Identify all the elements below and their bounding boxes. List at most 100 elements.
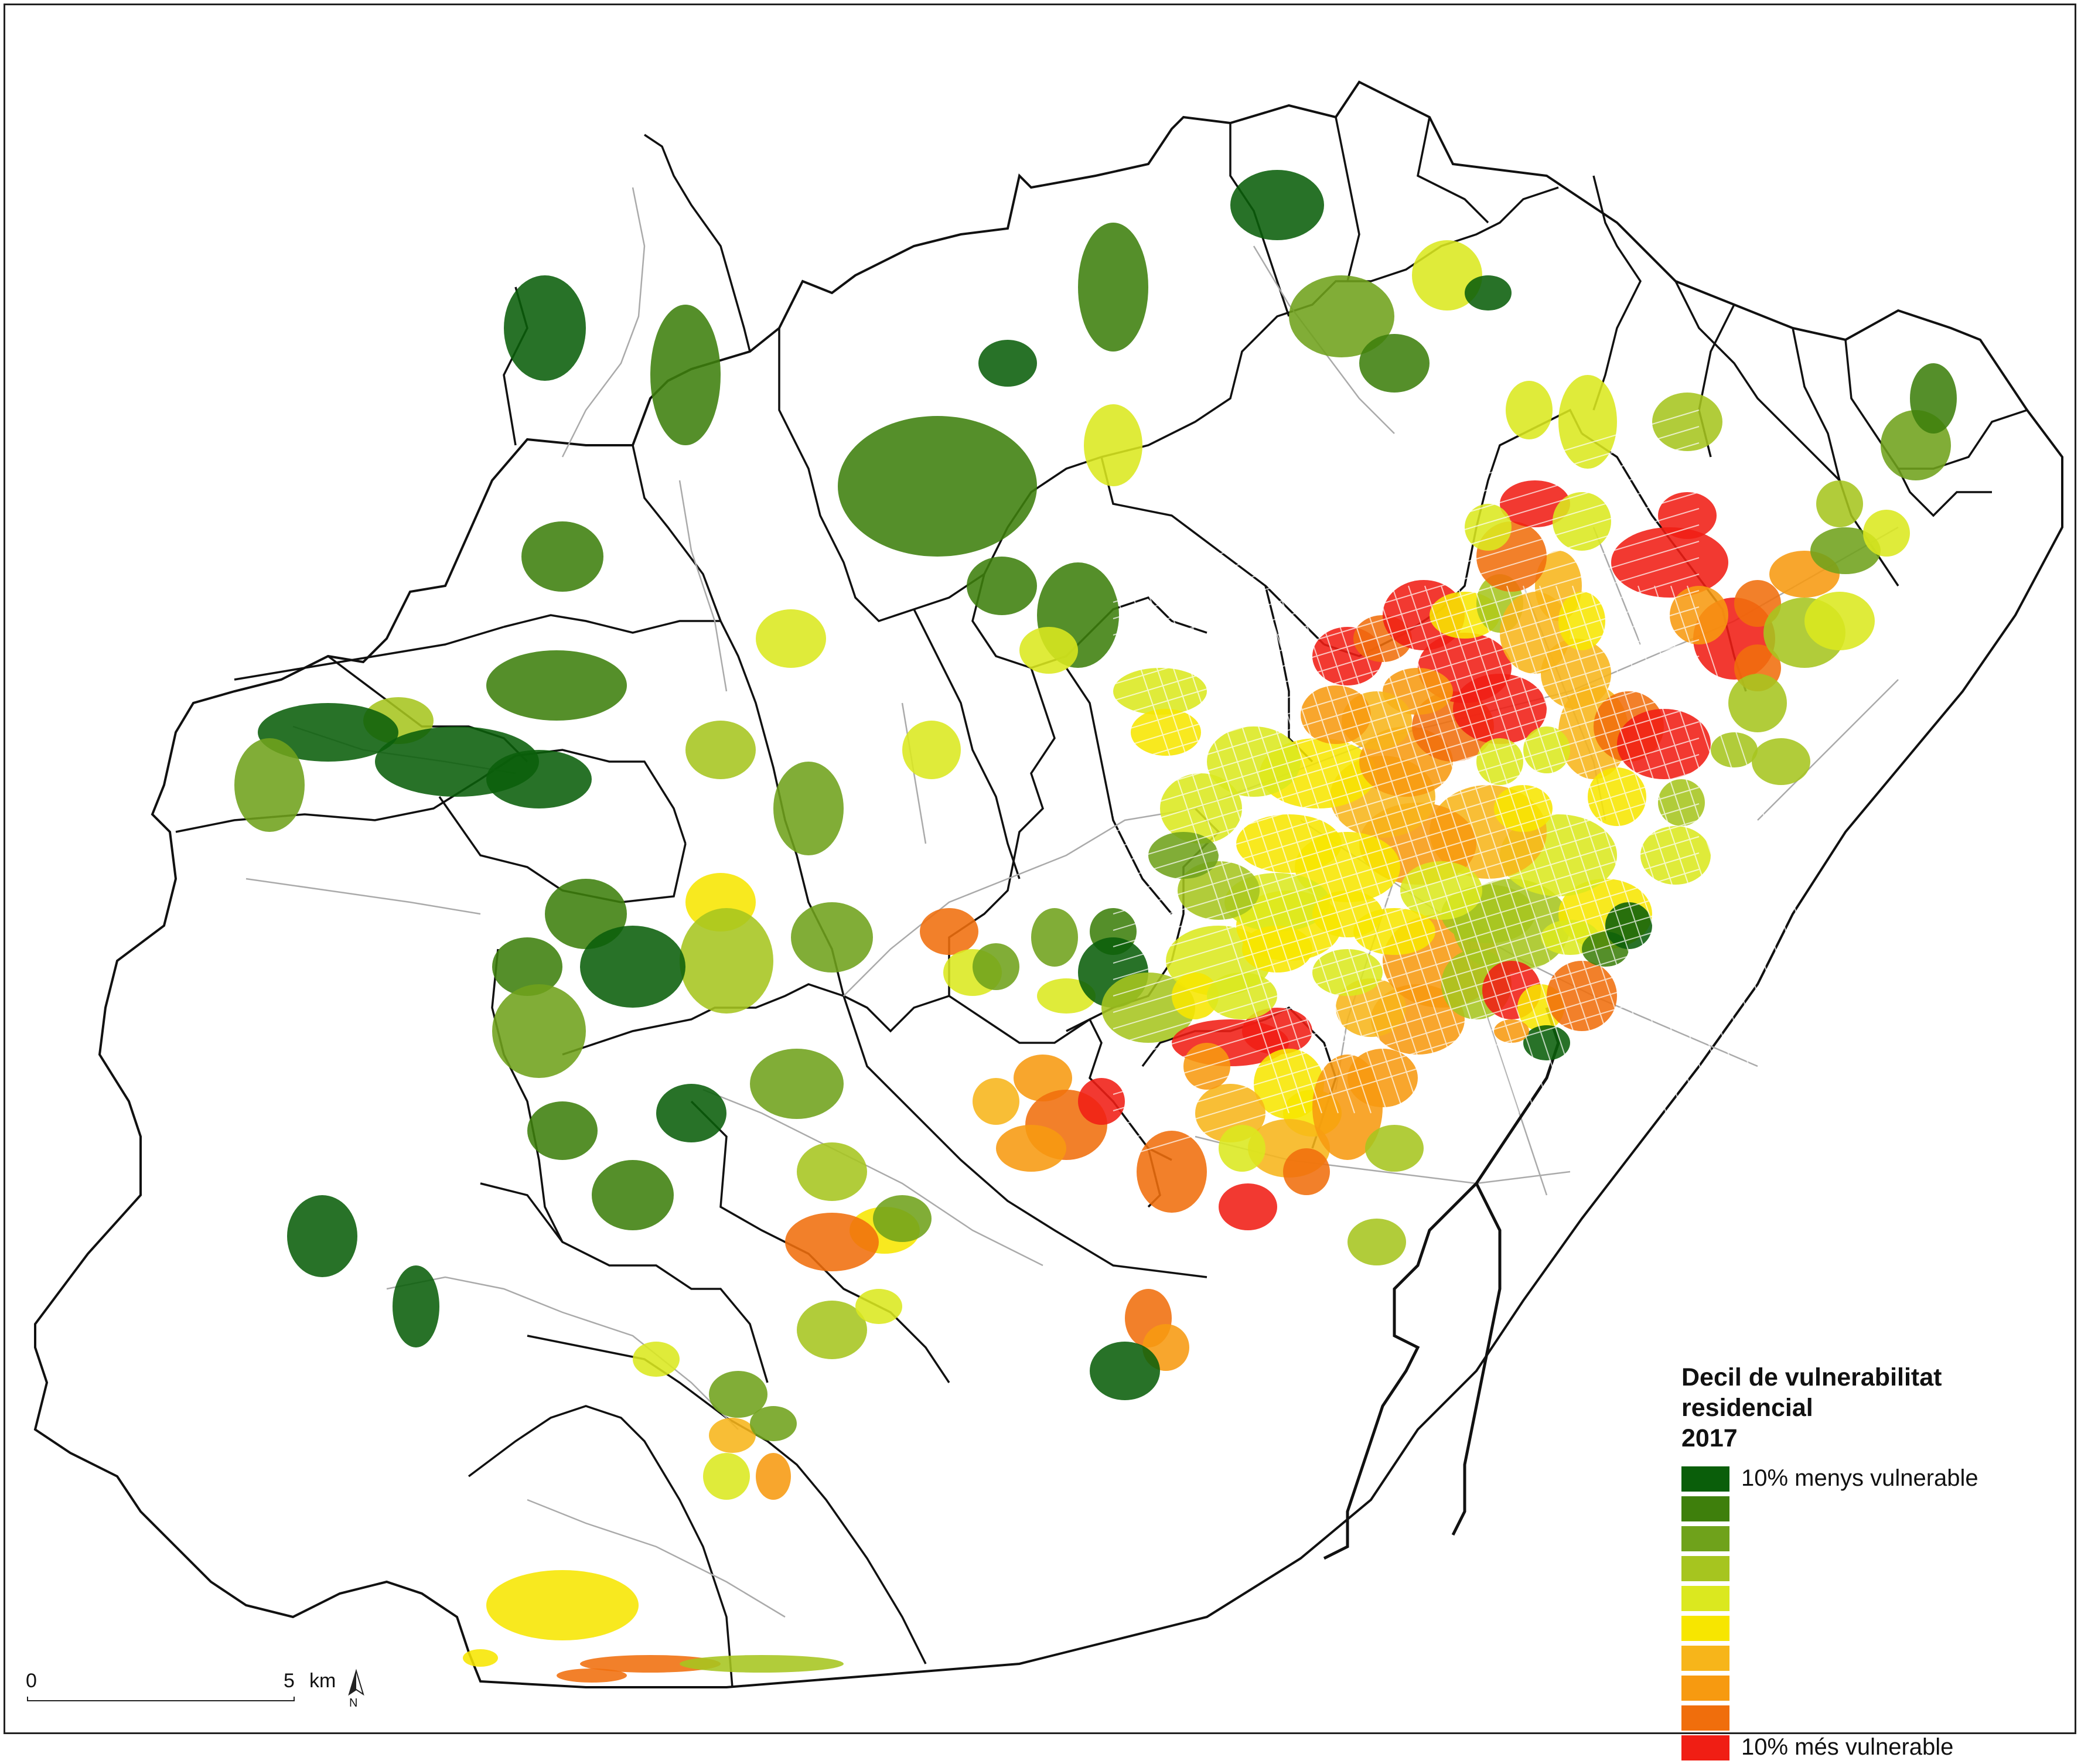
tract-patch-decile-9: [580, 1655, 721, 1673]
legend-year: 2017: [1681, 1424, 1738, 1452]
tract-patch-decile-10: [1078, 1078, 1125, 1125]
north-label: N: [349, 1697, 358, 1710]
tract-patch-decile-3: [750, 1049, 844, 1119]
scale-bar: 0 5 km: [26, 1670, 377, 1717]
tract-patch-decile-5: [1312, 949, 1383, 996]
tract-patch-decile-5: [703, 1453, 750, 1500]
tract-patch-decile-3: [1031, 908, 1078, 967]
tract-patch-decile-9: [1137, 1131, 1207, 1213]
tract-patch-decile-8: [1347, 1049, 1418, 1107]
legend-item-decile-2: [1681, 1495, 2056, 1525]
tract-patch-decile-3: [1289, 275, 1394, 357]
street-grid-texture: [1113, 410, 1864, 1161]
tract-patch-decile-5: [1863, 510, 1910, 557]
tract-patch-decile-5: [1506, 381, 1553, 439]
tract-patch-decile-3: [873, 1195, 932, 1242]
legend-swatch: [1681, 1466, 1729, 1492]
tract-patch-decile-6: [1242, 926, 1312, 973]
scale-tick-right: [294, 1697, 295, 1701]
scale-tick-left: [27, 1697, 28, 1701]
tract-patch-decile-8: [1670, 586, 1728, 644]
tract-patch-decile-5: [1400, 861, 1482, 920]
tract-patch-decile-1: [1605, 902, 1652, 949]
tract-patch-decile-5: [1523, 726, 1570, 773]
tract-patch-decile-4: [1347, 1219, 1406, 1265]
tract-patch-decile-4: [1365, 1125, 1424, 1172]
tract-patch-decile-3: [773, 762, 844, 855]
tract-patch-decile-6: [486, 1570, 639, 1640]
tract-patch-decile-1: [287, 1195, 357, 1277]
tract-patch-decile-1: [978, 340, 1037, 387]
tract-patch-decile-8: [756, 1453, 791, 1500]
tract-patch-decile-9: [785, 1213, 879, 1271]
tract-patch-decile-9: [557, 1669, 627, 1683]
legend-swatch: [1681, 1586, 1729, 1611]
tract-patch-decile-2: [527, 1101, 598, 1160]
tract-patch-decile-5: [756, 609, 826, 668]
tract-patch-decile-5: [855, 1289, 902, 1324]
tract-patch-decile-4: [685, 721, 756, 779]
tract-patch-decile-10: [1219, 1183, 1277, 1230]
tract-patch-decile-10: [1611, 527, 1728, 598]
legend-swatch: [1681, 1496, 1729, 1521]
tract-patch-decile-3: [492, 984, 586, 1078]
tract-patch-decile-5: [1219, 1125, 1265, 1172]
legend: Decil de vulnerabilitat residencial 2017…: [1681, 1362, 2056, 1764]
legend-swatch: [1681, 1556, 1729, 1581]
tract-patch-decile-6: [463, 1649, 498, 1667]
tract-patch-decile-8: [1301, 685, 1371, 744]
legend-item-decile-9: [1681, 1704, 2056, 1734]
tract-patch-decile-1: [393, 1265, 439, 1347]
tract-patch-decile-4: [1711, 732, 1758, 767]
tract-patch-decile-3: [750, 1406, 797, 1441]
tract-patch-decile-5: [1037, 978, 1096, 1014]
scale-end-label: 5: [284, 1670, 295, 1692]
tract-patch-decile-2: [650, 305, 721, 445]
tract-patch-decile-5: [1558, 375, 1617, 469]
port-outline: [1323, 1007, 1560, 1560]
legend-swatch: [1681, 1646, 1729, 1671]
tract-patch-decile-2: [1359, 334, 1430, 393]
metropolitan-boundary: [33, 80, 2063, 1688]
tract-patch-decile-5: [902, 721, 961, 779]
tract-patch-decile-8: [996, 1125, 1066, 1172]
legend-swatch: [1681, 1735, 1729, 1760]
tract-patch-decile-5: [1019, 627, 1078, 674]
tract-patch-decile-5: [1084, 404, 1142, 486]
tract-patch-decile-1: [504, 275, 586, 381]
tract-patch-decile-4: [1658, 779, 1705, 826]
tract-patch-decile-9: [920, 908, 978, 955]
tract-patch-decile-1: [1230, 170, 1324, 240]
legend-items: 10% menys vulnerable 10% més vulnerable: [1681, 1465, 2056, 1764]
tract-patch-decile-7: [709, 1418, 756, 1453]
legend-item-decile-1: 10% menys vulnerable: [1681, 1465, 2056, 1495]
tract-patch-decile-2: [1078, 223, 1148, 352]
north-arrow-icon: [348, 1669, 364, 1696]
tract-patch-decile-4: [680, 908, 773, 1014]
scale-start-label: 0: [26, 1670, 37, 1692]
vulnerability-patches: [234, 170, 1957, 1683]
tract-patch-decile-10: [1242, 1008, 1312, 1055]
tract-patch-decile-2: [967, 557, 1037, 615]
tract-patch-decile-4: [797, 1301, 867, 1359]
tract-patch-decile-10: [1617, 709, 1711, 779]
tract-patch-decile-3: [791, 902, 873, 973]
legend-item-decile-5: [1681, 1585, 2056, 1615]
legend-item-decile-7: [1681, 1644, 2056, 1674]
legend-label: 10% menys vulnerable: [1741, 1465, 1978, 1491]
tract-patch-decile-10: [1500, 480, 1570, 527]
tract-patch-decile-3: [973, 943, 1019, 990]
tract-patch-decile-3: [709, 1371, 767, 1418]
tract-patch-decile-5: [1804, 592, 1875, 650]
legend-label: 10% més vulnerable: [1741, 1734, 1954, 1760]
legend-item-decile-4: [1681, 1555, 2056, 1585]
tract-patch-decile-2: [838, 416, 1037, 557]
tract-patch-decile-8: [1494, 1019, 1529, 1043]
tract-patch-decile-3: [234, 738, 305, 832]
tract-patch-decile-5: [1113, 668, 1207, 715]
tract-patch-decile-4: [797, 1142, 867, 1201]
tract-patch-decile-6: [1312, 890, 1383, 937]
tract-patch-decile-4: [1816, 480, 1863, 527]
tract-patch-decile-5: [633, 1342, 680, 1377]
tract-patch-decile-1: [486, 750, 592, 808]
